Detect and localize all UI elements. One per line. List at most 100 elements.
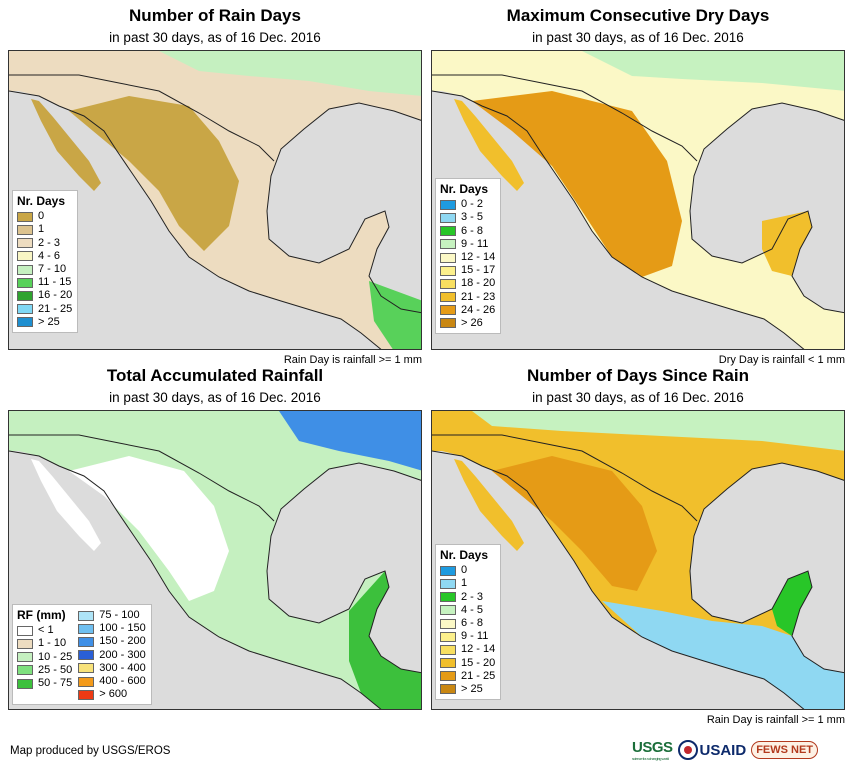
- legend-swatch: [78, 676, 95, 687]
- legend-swatch: [17, 652, 33, 663]
- legend-item: > 600: [78, 688, 145, 701]
- legend-item: 0: [440, 564, 495, 577]
- legend-swatch: [440, 226, 456, 237]
- legend-label: 0: [461, 564, 468, 577]
- legend-swatch: [440, 565, 456, 576]
- legend-swatch: [440, 578, 456, 589]
- panel-note: Dry Day is rainfall < 1 mm: [718, 354, 845, 366]
- legend-swatch: [440, 671, 456, 682]
- usgs-logo-text: USGS: [632, 739, 673, 756]
- legend-item: 4 - 5: [440, 604, 495, 617]
- legend-label: 9 - 11: [461, 630, 489, 643]
- legend-total-rainfall: RF (mm) < 1 1 - 10 10 - 25 25 - 50 50 - …: [12, 604, 152, 706]
- legend-columns: RF (mm) < 1 1 - 10 10 - 25 25 - 50 50 - …: [17, 608, 146, 701]
- legend-label: 300 - 400: [99, 661, 146, 674]
- legend-item: 1: [17, 223, 72, 236]
- legend-label: > 26: [461, 316, 483, 329]
- legend-swatch: [440, 605, 456, 616]
- legend-label: 16 - 20: [38, 289, 73, 302]
- map-credit: Map produced by USGS/EROS: [10, 745, 171, 757]
- legend-swatch: [17, 290, 33, 301]
- legend-swatch: [440, 631, 456, 642]
- legend-item: 3 - 5: [440, 211, 495, 224]
- legend-item: 1 - 10: [17, 637, 72, 650]
- usgs-logo-tagline: science for a changing world: [632, 756, 669, 761]
- legend-item: 2 - 3: [440, 591, 495, 604]
- legend-label: 150 - 200: [99, 635, 146, 648]
- legend-item: 300 - 400: [78, 661, 146, 675]
- legend-label: 7 - 10: [38, 262, 67, 275]
- legend-label: 200 - 300: [99, 648, 146, 661]
- legend-label: 15 - 20: [461, 656, 496, 669]
- legend-label: 4 - 5: [461, 603, 484, 616]
- legend-column-2: 75 - 100 100 - 150 150 - 200 200 - 300 3…: [78, 609, 146, 701]
- panel-title: Total Accumulated Rainfall: [106, 366, 324, 385]
- legend-item: 11 - 15: [17, 276, 72, 289]
- legend-swatch: [440, 658, 456, 669]
- panel-subtitle: in past 30 days, as of 16 Dec. 2016: [532, 390, 744, 405]
- legend-item: 0 - 2: [440, 198, 495, 211]
- legend-swatch: [78, 610, 95, 621]
- us-border: [9, 74, 275, 162]
- legend-label: 0: [38, 210, 45, 223]
- legend-swatch: [17, 238, 33, 249]
- legend-item: 12 - 14: [440, 251, 495, 264]
- legend-days-since-rain: Nr. Days 0 1 2 - 3 4 - 5 6 - 8 9 - 11 12…: [435, 544, 502, 701]
- legend-label: 4 - 6: [38, 249, 61, 262]
- legend-swatch: [17, 304, 33, 315]
- legend-label: 2 - 3: [38, 236, 61, 249]
- legend-max-dry-days: Nr. Days 0 - 2 3 - 5 6 - 8 9 - 11 12 - 1…: [435, 178, 502, 335]
- legend-item: 7 - 10: [17, 263, 72, 276]
- region-moderate: [582, 51, 844, 91]
- legend-title: Nr. Days: [17, 194, 66, 208]
- legend-swatch: [440, 292, 456, 303]
- legend-swatch: [17, 317, 33, 328]
- region-wet-north: [159, 51, 421, 96]
- legend-swatch: [17, 224, 33, 235]
- legend-label: 2 - 3: [461, 590, 484, 603]
- legend-label: 75 - 100: [99, 609, 140, 621]
- legend-swatch: [440, 618, 456, 629]
- coastline: [9, 90, 421, 349]
- baja-peninsula: [31, 99, 101, 191]
- legend-label: 11 - 15: [38, 276, 72, 289]
- legend-item: 21 - 25: [440, 670, 495, 683]
- legend-swatch: [440, 278, 456, 289]
- legend-label: 400 - 600: [99, 674, 146, 687]
- legend-swatch: [17, 277, 33, 288]
- legend-item: 4 - 6: [17, 250, 72, 263]
- legend-item: 18 - 20: [440, 277, 495, 290]
- legend-swatch: [17, 251, 33, 262]
- legend-label: 1 - 10: [38, 637, 67, 650]
- region-yucatan: [762, 211, 812, 276]
- panel-subtitle: in past 30 days, as of 16 Dec. 2016: [532, 30, 744, 45]
- legend-label: 21 - 23: [461, 290, 496, 303]
- legend-swatch: [17, 625, 33, 636]
- panel-title: Maximum Consecutive Dry Days: [506, 6, 770, 25]
- region-wet-south: [349, 571, 421, 709]
- legend-label: 21 - 25: [461, 669, 496, 682]
- legend-swatch: [440, 199, 456, 210]
- legend-item: 15 - 17: [440, 264, 495, 277]
- legend-swatch: [17, 638, 33, 649]
- legend-label: 25 - 50: [38, 663, 73, 676]
- agency-logos: USGS science for a changing world USAID …: [632, 736, 848, 764]
- map-total-rainfall: [8, 410, 422, 710]
- legend-title: RF (mm): [17, 608, 66, 622]
- panel-note: Rain Day is rainfall >= 1 mm: [706, 714, 845, 726]
- legend-label: 1: [38, 223, 45, 236]
- baja-peninsula: [454, 459, 524, 551]
- legend-item: < 1: [17, 624, 72, 637]
- legend-swatch: [440, 212, 456, 223]
- legend-swatch: [17, 678, 33, 689]
- usaid-seal-icon: [677, 740, 698, 760]
- legend-item: 50 - 75: [17, 677, 72, 690]
- legend-item: 10 - 25: [17, 651, 72, 664]
- legend-label: 6 - 8: [461, 224, 484, 237]
- region-recent-south: [602, 601, 844, 709]
- legend-item: 15 - 20: [440, 657, 495, 670]
- legend-column-1: RF (mm) < 1 1 - 10 10 - 25 25 - 50 50 - …: [17, 608, 73, 701]
- legend-label: 12 - 14: [461, 250, 496, 263]
- legend-label: 12 - 14: [461, 643, 496, 656]
- legend-item: 150 - 200: [78, 635, 146, 648]
